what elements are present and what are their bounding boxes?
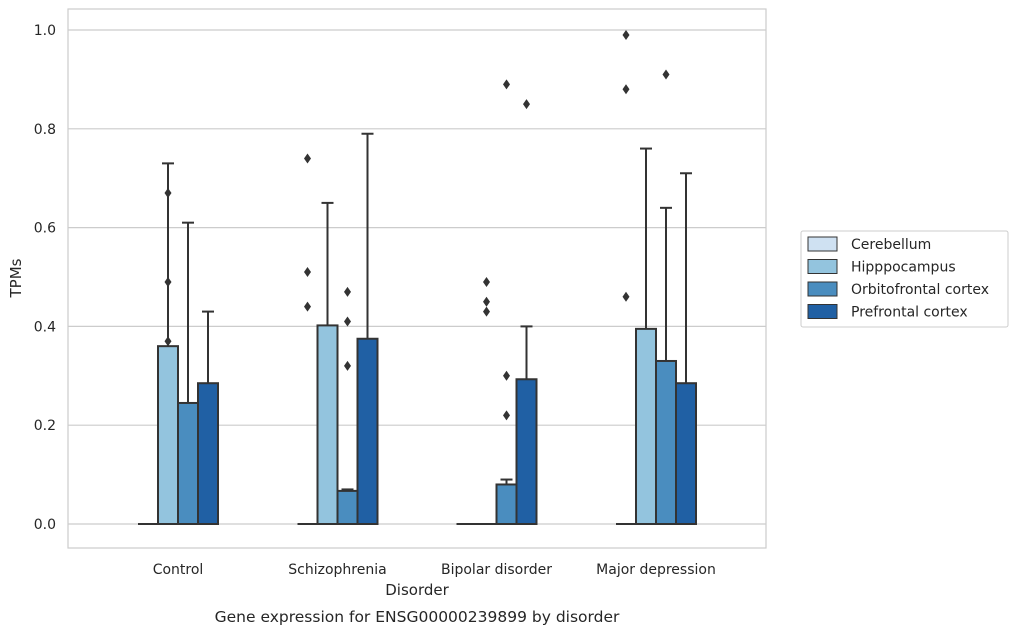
bar [655,359,677,526]
legend-swatch [807,259,838,274]
outlier-point [164,276,172,287]
x-tick-label: Schizophrenia [288,562,386,578]
legend-frame [800,230,1009,328]
y-tick-label: 0.2 [34,418,56,434]
legend-label: Prefrontal cortex [851,305,968,321]
y-axis-ticks: 0.0 0.2 0.4 0.6 0.8 1.0 [34,23,56,533]
outlier-point [523,99,530,110]
x-tick-label: Bipolar disorder [441,562,552,578]
legend-label: Orbitofrontal cortex [851,282,989,298]
outlier-point [622,291,630,302]
bar [635,327,657,525]
legend-swatch [807,281,838,297]
outlier-point [503,79,510,90]
outlier-point [304,301,311,312]
bar [177,401,199,525]
outlier-point [503,410,510,421]
outlier-point [164,336,172,347]
outliers [164,29,670,421]
chart-caption: Gene expression for ENSG00000239899 by d… [215,608,620,626]
y-tick-label: 0.4 [34,319,56,335]
y-tick-label: 0.0 [34,517,56,533]
outlier-point [622,84,630,95]
bar [197,382,219,525]
x-tick-label: Control [153,562,204,578]
bar [495,483,518,526]
outlier-point [503,370,510,381]
legend-swatch [807,304,838,319]
outlier-point [483,276,490,287]
bar [675,382,697,525]
y-tick-label: 0.6 [34,221,56,237]
x-axis-ticks: Control Schizophrenia Bipolar disorder Majo… [153,562,716,578]
x-axis-label: Disorder [385,581,449,599]
outlier-point [662,69,670,80]
y-tick-label: 1.0 [34,23,56,39]
legend-label: Cerebellum [851,237,931,253]
bar [316,324,339,525]
outlier-point [344,360,351,371]
legend-label: Hipppocampus [851,260,956,276]
outlier-point [483,306,490,317]
outlier-point [304,267,311,278]
outlier-point [622,29,630,40]
bar [515,378,538,525]
outlier-point [304,153,311,164]
y-axis-label: TPMs [7,258,25,298]
outlier-point [344,286,351,297]
outlier-point [483,296,490,307]
outlier-point [164,188,172,199]
bar [336,489,359,526]
bar [157,345,179,525]
legend: Cerebellum Hipppocampus Orbitofrontal cort… [800,230,1009,328]
legend-swatch [807,236,838,252]
outlier-point [344,316,351,327]
x-tick-label: Major depression [596,562,716,578]
y-tick-label: 0.8 [34,122,56,138]
bar [356,337,379,525]
